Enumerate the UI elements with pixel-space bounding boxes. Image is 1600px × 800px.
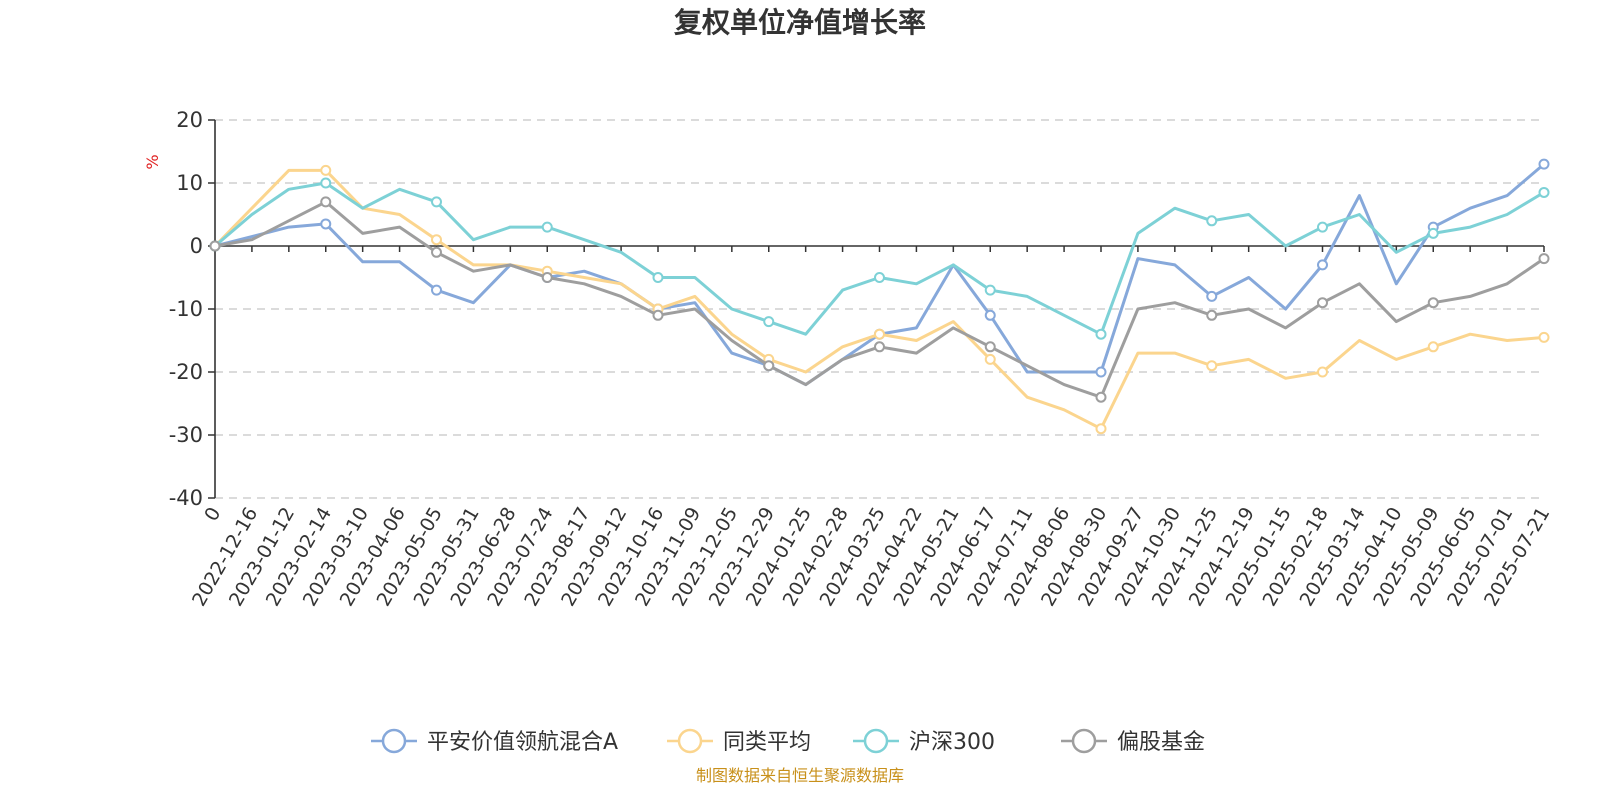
data-point [874, 328, 885, 340]
data-point [320, 218, 332, 230]
data-point [984, 341, 996, 353]
legend-swatch-marker [863, 728, 889, 754]
legend-item[interactable]: 同类平均 [667, 728, 811, 755]
y-tick-label: 0 [190, 234, 203, 258]
data-point [431, 234, 442, 246]
chart-title: 复权单位净值增长率 [674, 6, 926, 39]
data-point [1095, 391, 1107, 403]
data-point [874, 341, 885, 353]
data-point [763, 316, 775, 328]
series-line [214, 200, 1545, 399]
data-point [1317, 221, 1328, 233]
legend-item[interactable]: 沪深300 [853, 728, 995, 755]
data-point [541, 221, 553, 233]
data-point [874, 272, 885, 283]
legend-swatch-marker [677, 728, 703, 754]
data-point [984, 284, 996, 296]
data-point [763, 360, 775, 372]
data-point [431, 196, 442, 208]
y-tick-label: 10 [176, 171, 203, 195]
y-axis-unit-label: % [143, 154, 162, 169]
data-point [1538, 158, 1550, 170]
data-point [1427, 341, 1439, 353]
series-line [214, 181, 1545, 336]
data-point [1538, 253, 1550, 265]
data-point [431, 246, 442, 258]
series-group [209, 196, 1550, 403]
data-point [1206, 360, 1218, 372]
legend-label: 同类平均 [723, 730, 811, 755]
series-group [209, 177, 1550, 340]
source-note: 制图数据来自恒生聚源数据库 [696, 766, 904, 785]
legend-label: 沪深300 [909, 730, 995, 755]
x-tick-label: 0 [200, 504, 225, 525]
y-tick-label: -20 [169, 360, 203, 384]
gridlines [215, 119, 1544, 499]
data-point [1427, 227, 1439, 239]
data-point [209, 240, 221, 252]
legend-item[interactable]: 平安价值领航混合A [371, 728, 618, 755]
data-point [1206, 290, 1218, 302]
data-point [1206, 309, 1218, 321]
data-point [984, 353, 996, 365]
data-point [1095, 423, 1107, 435]
data-point [320, 177, 332, 189]
series-group [209, 164, 1550, 435]
y-tick-label: -10 [169, 297, 203, 321]
y-tick-label: -30 [169, 423, 203, 447]
data-point [320, 196, 332, 208]
data-point [1206, 215, 1218, 227]
data-point [1538, 186, 1550, 198]
series-lines [209, 158, 1550, 435]
data-point [652, 309, 664, 321]
data-point [1317, 259, 1328, 271]
legend-label: 偏股基金 [1117, 730, 1205, 755]
data-point [984, 309, 996, 321]
data-point [541, 272, 553, 283]
y-tick-label: 20 [176, 108, 203, 132]
data-point [1095, 328, 1107, 340]
legend-label: 平安价值领航混合A [427, 730, 618, 755]
y-tick-label: -40 [169, 486, 203, 510]
data-point [1538, 331, 1550, 343]
data-point [320, 164, 332, 176]
legend-item[interactable]: 偏股基金 [1061, 728, 1205, 755]
data-point [1427, 297, 1439, 309]
series-line [213, 168, 1545, 431]
data-point [431, 284, 442, 296]
legend-swatch-marker [381, 728, 407, 754]
legend: 平安价值领航混合A 同类平均 沪深300 偏股基金 [371, 728, 1205, 755]
data-point [1317, 366, 1328, 378]
data-point [652, 272, 664, 283]
data-point [1317, 297, 1328, 309]
legend-swatch-marker [1071, 728, 1097, 754]
data-point [1095, 366, 1107, 378]
